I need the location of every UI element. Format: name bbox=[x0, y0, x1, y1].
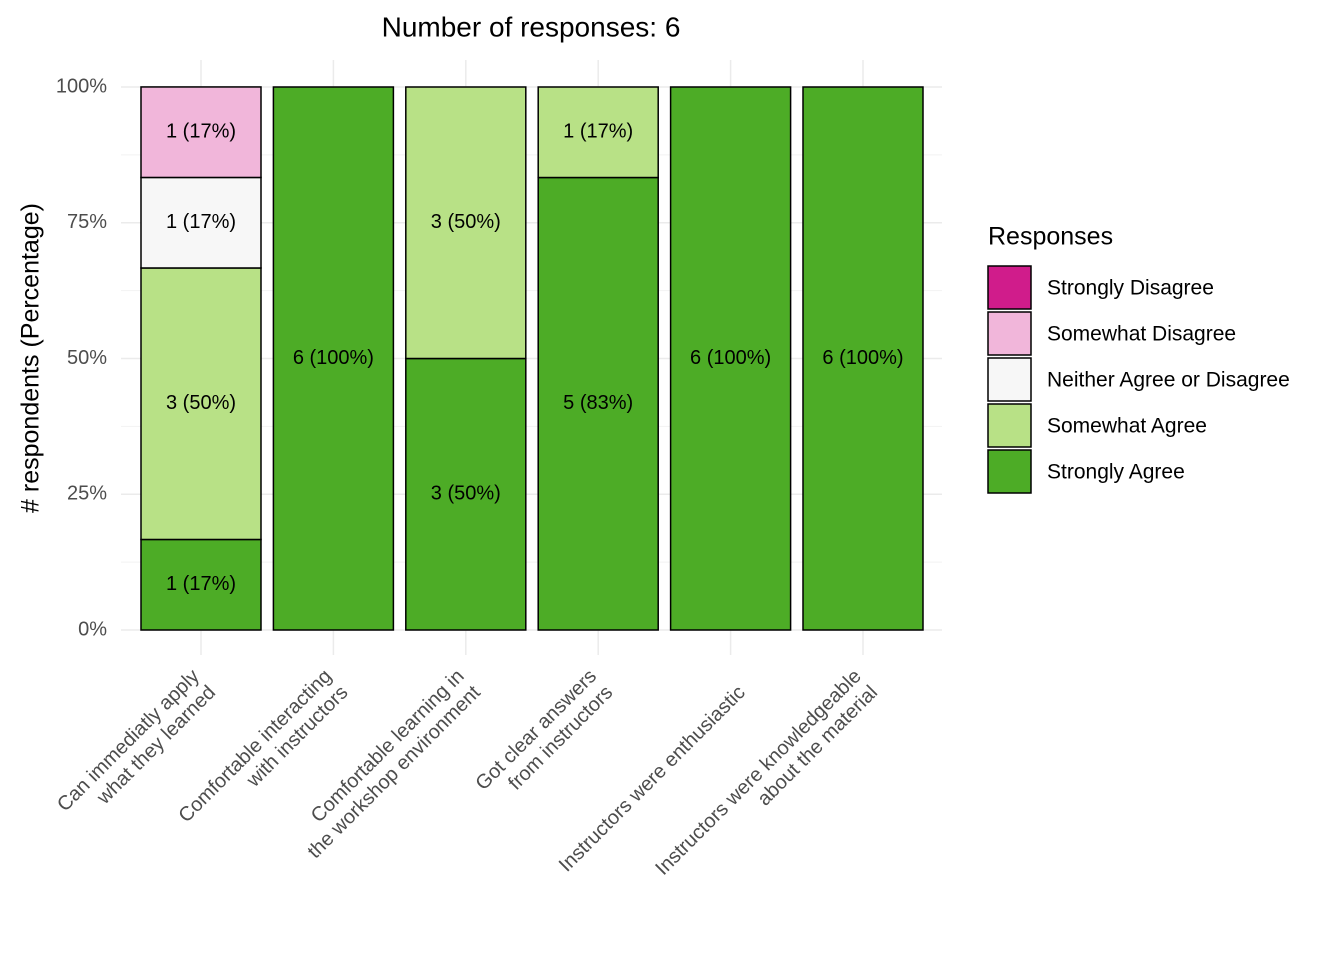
data-label: 1 (17%) bbox=[166, 120, 236, 142]
y-tick-label: 75% bbox=[67, 211, 107, 233]
x-tick-label: Instructors were knowledgeableabout the … bbox=[652, 665, 883, 896]
bar-segment bbox=[405, 86, 527, 360]
legend-label: Neither Agree or Disagree bbox=[1047, 369, 1290, 392]
data-label: 3 (50%) bbox=[431, 211, 501, 233]
legend-key bbox=[987, 311, 1032, 356]
data-label: 1 (17%) bbox=[563, 121, 633, 143]
data-label: 6 (100%) bbox=[293, 347, 374, 369]
bar-segment bbox=[802, 86, 924, 631]
chart-title: Number of responses: 6 bbox=[382, 11, 681, 42]
legend-key bbox=[987, 357, 1032, 402]
legend-label: Strongly Disagree bbox=[1047, 277, 1214, 300]
data-label: 3 (50%) bbox=[166, 392, 236, 414]
legend-label: Strongly Agree bbox=[1047, 461, 1185, 484]
bar-segment bbox=[140, 267, 262, 541]
y-tick-label: 25% bbox=[67, 483, 107, 505]
bar-segment bbox=[405, 357, 527, 631]
bar-segment bbox=[537, 176, 659, 631]
y-tick-label: 0% bbox=[78, 618, 107, 640]
y-tick-label: 50% bbox=[67, 347, 107, 369]
legend-label: Somewhat Disagree bbox=[1047, 323, 1236, 346]
data-label: 3 (50%) bbox=[431, 483, 501, 505]
data-label: 6 (100%) bbox=[822, 347, 903, 369]
y-axis-label: # respondents (Percentage) bbox=[17, 203, 45, 513]
bar-segment bbox=[669, 86, 792, 631]
y-tick-label: 100% bbox=[56, 75, 107, 97]
legend-title: Responses bbox=[988, 223, 1113, 251]
data-label: 1 (17%) bbox=[166, 573, 236, 595]
bar-segment bbox=[140, 538, 262, 631]
bar-segment bbox=[537, 86, 659, 179]
data-label: 1 (17%) bbox=[166, 211, 236, 233]
x-tick-label: Got clear answersfrom instructors bbox=[472, 665, 618, 811]
legend-key bbox=[987, 265, 1032, 310]
bar-segment bbox=[140, 176, 262, 269]
data-label: 6 (100%) bbox=[690, 347, 771, 369]
legend-key bbox=[987, 403, 1032, 448]
data-label: 5 (83%) bbox=[563, 392, 633, 414]
bar-segment bbox=[140, 86, 262, 179]
bar-segment bbox=[272, 86, 395, 631]
legend-label: Somewhat Agree bbox=[1047, 415, 1207, 438]
legend-key bbox=[987, 449, 1032, 494]
